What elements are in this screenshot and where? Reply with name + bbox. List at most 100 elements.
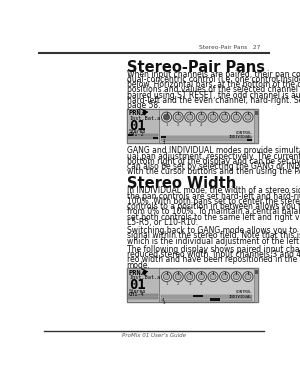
Text: bottom right of the display and can be set by pressing [ENTER]. It: bottom right of the display and can be s…	[127, 157, 300, 166]
Circle shape	[208, 112, 218, 122]
Text: 4: 4	[200, 123, 203, 127]
Circle shape	[164, 114, 169, 120]
Text: from 0% to 100%. To maintain a central balance, however, you must: from 0% to 100%. To maintain a central b…	[127, 207, 300, 217]
Bar	[161, 298, 252, 301]
Text: 100%. With both pans set to center the stereo width is 0%. Setting the: 100%. With both pans set to center the s…	[127, 197, 300, 206]
Circle shape	[245, 114, 251, 120]
Text: Stereo: Stereo	[129, 130, 146, 134]
Bar	[254, 268, 258, 302]
Circle shape	[173, 112, 183, 122]
Bar	[127, 109, 159, 142]
Circle shape	[198, 274, 205, 280]
Text: positions and values of the selected channel pair. When channels are: positions and values of the selected cha…	[127, 85, 300, 94]
Text: CONTROL: CONTROL	[236, 131, 252, 135]
Circle shape	[185, 272, 195, 282]
Text: ual pan adjustment, respectively. The current mode is shown at the: ual pan adjustment, respectively. The cu…	[127, 152, 300, 161]
Circle shape	[222, 114, 228, 120]
Text: Inst.Bat.a: Inst.Bat.a	[129, 116, 160, 121]
Circle shape	[196, 272, 206, 282]
Text: When input channels are paired, their pan controls appear as one: When input channels are paired, their pa…	[127, 70, 300, 79]
Text: Stereo-Pair Pans   27: Stereo-Pair Pans 27	[199, 45, 261, 50]
Text: ProMix 01 User’s Guide: ProMix 01 User’s Guide	[122, 333, 186, 338]
Text: 1: 1	[162, 141, 165, 146]
Circle shape	[175, 114, 181, 120]
Bar	[128, 137, 158, 139]
Text: signal within the stereo field. Note that this is not stereo balance,: signal within the stereo field. Note tha…	[127, 231, 300, 240]
Bar	[128, 294, 158, 296]
Circle shape	[220, 112, 230, 122]
Circle shape	[231, 112, 241, 122]
Bar	[153, 137, 158, 139]
Bar	[128, 134, 133, 136]
Bar	[210, 298, 220, 301]
Circle shape	[185, 112, 195, 122]
Circle shape	[164, 274, 169, 280]
Text: below. Horizontal bars, at the bottom of the display, show the pan: below. Horizontal bars, at the bottom of…	[127, 80, 300, 89]
Text: CH1-2: CH1-2	[129, 132, 145, 137]
Text: Switching back to GANG mode allows you to reposition the stereo: Switching back to GANG mode allows you t…	[127, 226, 300, 235]
Text: 01: 01	[129, 119, 146, 133]
Text: GANG and INDIVIDUAL modes provide simultaneous and individ-: GANG and INDIVIDUAL modes provide simult…	[127, 146, 300, 155]
Circle shape	[161, 112, 172, 122]
Bar	[193, 295, 203, 298]
Text: 1: 1	[165, 123, 168, 127]
Circle shape	[222, 274, 228, 280]
Circle shape	[173, 272, 183, 282]
Text: INDIVIDUAL: INDIVIDUAL	[228, 294, 252, 299]
Text: 3: 3	[188, 282, 191, 286]
Text: 2: 2	[177, 123, 179, 127]
Text: CH1-4: CH1-4	[129, 292, 145, 297]
Circle shape	[187, 274, 193, 280]
Bar	[161, 135, 252, 138]
Text: can also be set by selecting the GANG or INDIVIDUAL parameter: can also be set by selecting the GANG or…	[127, 162, 300, 171]
Text: reduced stereo width. Input channels 3 and 4 also have a reduced ste-: reduced stereo width. Input channels 3 a…	[127, 250, 300, 259]
Text: 4: 4	[200, 282, 203, 286]
Text: set both controls to the same left and right values. For example,: set both controls to the same left and r…	[127, 213, 300, 222]
Circle shape	[210, 114, 216, 120]
Text: hard-left and the even channel, hard-right. See “Pairing Channels” on: hard-left and the even channel, hard-rig…	[127, 96, 300, 105]
Text: dual-concentric control (i.e. one control inside the other), as shown: dual-concentric control (i.e. one contro…	[127, 75, 300, 84]
Text: which is the individual adjustment of the left and right signal levels.: which is the individual adjustment of th…	[127, 237, 300, 246]
Bar	[128, 134, 158, 136]
Text: 2: 2	[177, 282, 179, 286]
Bar	[254, 111, 258, 115]
Circle shape	[233, 114, 239, 120]
Bar	[161, 295, 252, 298]
Bar	[127, 268, 258, 302]
Circle shape	[161, 272, 172, 282]
Text: the pan controls are set hard-left and hard-right, the stereo width is: the pan controls are set hard-left and h…	[127, 192, 300, 201]
Circle shape	[243, 112, 253, 122]
Bar	[247, 139, 252, 141]
Text: 1: 1	[165, 282, 168, 286]
Text: 2: 2	[162, 139, 165, 143]
Text: L5-R5, or L10-R10.: L5-R5, or L10-R10.	[127, 218, 198, 227]
Circle shape	[220, 272, 230, 282]
Circle shape	[210, 274, 216, 280]
Text: Inst.Bat.a: Inst.Bat.a	[129, 275, 160, 280]
Circle shape	[231, 272, 241, 282]
Text: controls to a position in between allows you to set the stereo width: controls to a position in between allows…	[127, 202, 300, 211]
Bar	[254, 270, 258, 274]
Circle shape	[187, 114, 193, 120]
Text: 01: 01	[129, 278, 146, 292]
Bar	[161, 135, 166, 138]
Text: PRN: PRN	[129, 270, 142, 276]
Text: CONTROL: CONTROL	[236, 290, 252, 294]
Text: In INDIVIDUAL mode, the width of a stereo signal can be set. When: In INDIVIDUAL mode, the width of a stere…	[127, 186, 300, 196]
Circle shape	[233, 274, 239, 280]
Text: reo width and have been repositioned in the stereo field using GANG: reo width and have been repositioned in …	[127, 255, 300, 264]
Circle shape	[245, 274, 251, 280]
Text: paired using ST RESET, the odd channel is automatically panned: paired using ST RESET, the odd channel i…	[127, 91, 300, 100]
Text: Stereo Width: Stereo Width	[127, 177, 236, 191]
Text: Stereo: Stereo	[129, 289, 146, 294]
Circle shape	[175, 274, 181, 280]
Text: 3: 3	[188, 123, 191, 127]
Circle shape	[196, 112, 206, 122]
Bar	[128, 297, 158, 299]
Text: 4: 4	[162, 298, 165, 302]
Text: with the cursor buttons and then using the PARAMETER wheel.: with the cursor buttons and then using t…	[127, 167, 300, 176]
Bar	[254, 109, 258, 142]
Bar	[127, 268, 159, 302]
Bar	[127, 109, 258, 142]
Text: The following display shows paired input channels 1 and 2 with a: The following display shows paired input…	[127, 245, 300, 254]
